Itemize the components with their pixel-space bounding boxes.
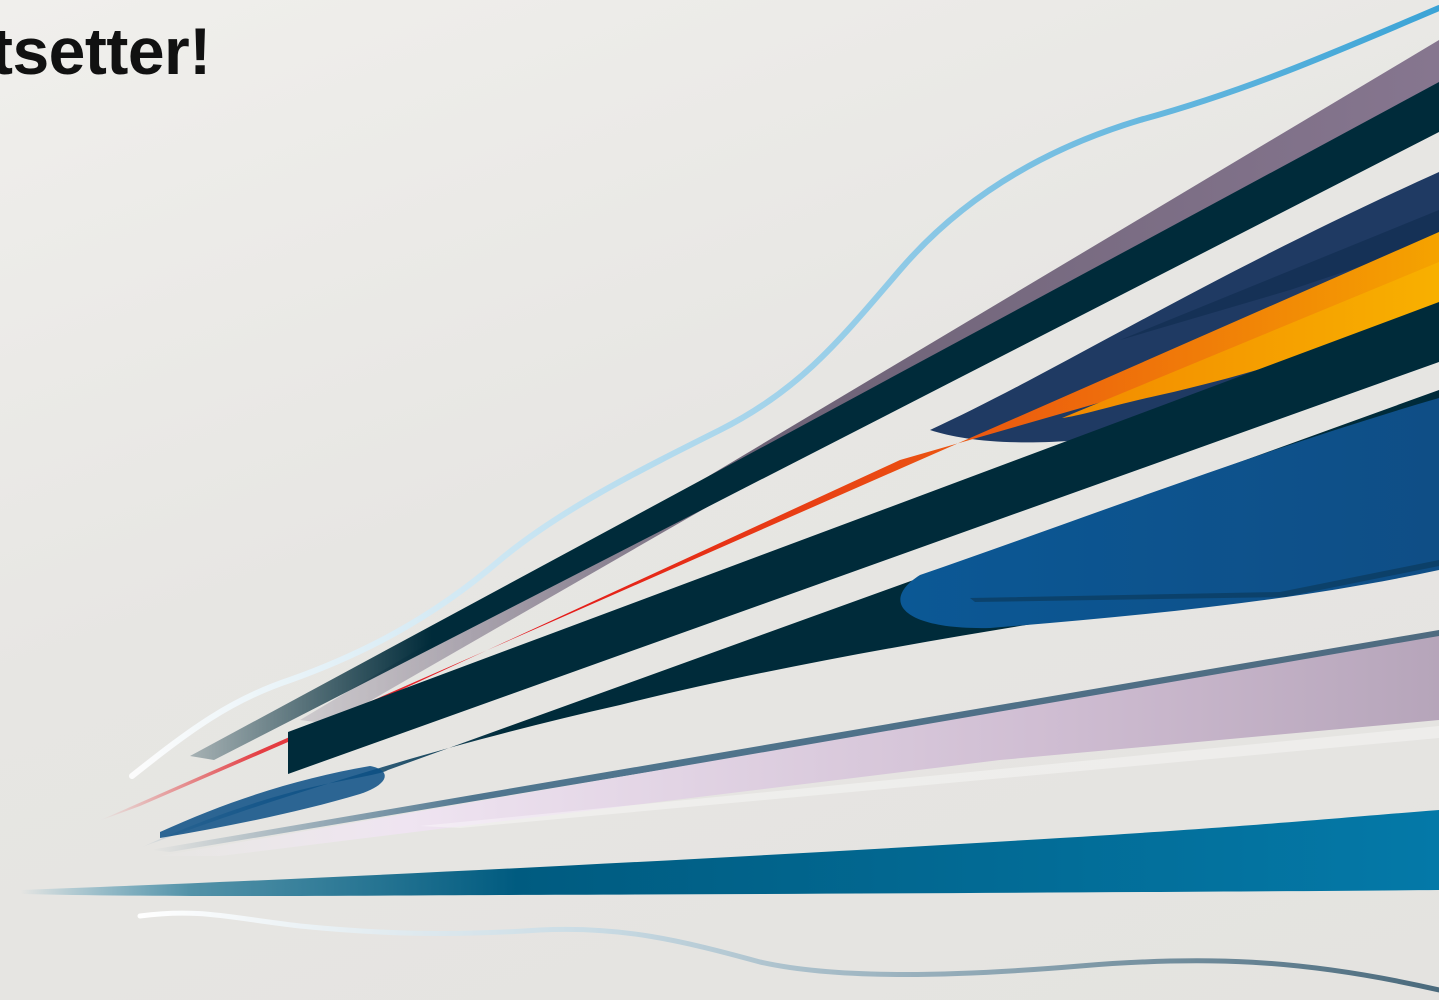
blue-wedge [900, 398, 1439, 629]
slate-line [150, 630, 1439, 852]
navy-thin-band [190, 82, 1439, 760]
sky-wave-line [129, 5, 1439, 779]
teal-band [20, 810, 1439, 896]
lilac-band [160, 636, 1439, 856]
navy-main-wedge [288, 302, 1439, 774]
amber-streak [1062, 262, 1439, 418]
red-orange-stripe [96, 232, 1439, 822]
bottom-wave-line [137, 910, 1439, 993]
slide-headline: ortsetter! [0, 14, 211, 88]
